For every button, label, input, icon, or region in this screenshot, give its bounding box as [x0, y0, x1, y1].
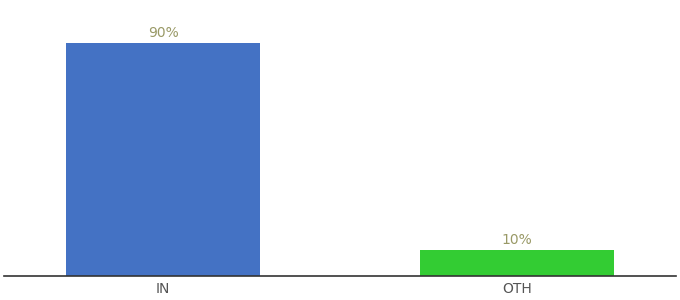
Bar: [66, 43, 260, 276]
Text: 10%: 10%: [501, 233, 532, 247]
Text: 90%: 90%: [148, 26, 179, 40]
Bar: [420, 250, 614, 276]
